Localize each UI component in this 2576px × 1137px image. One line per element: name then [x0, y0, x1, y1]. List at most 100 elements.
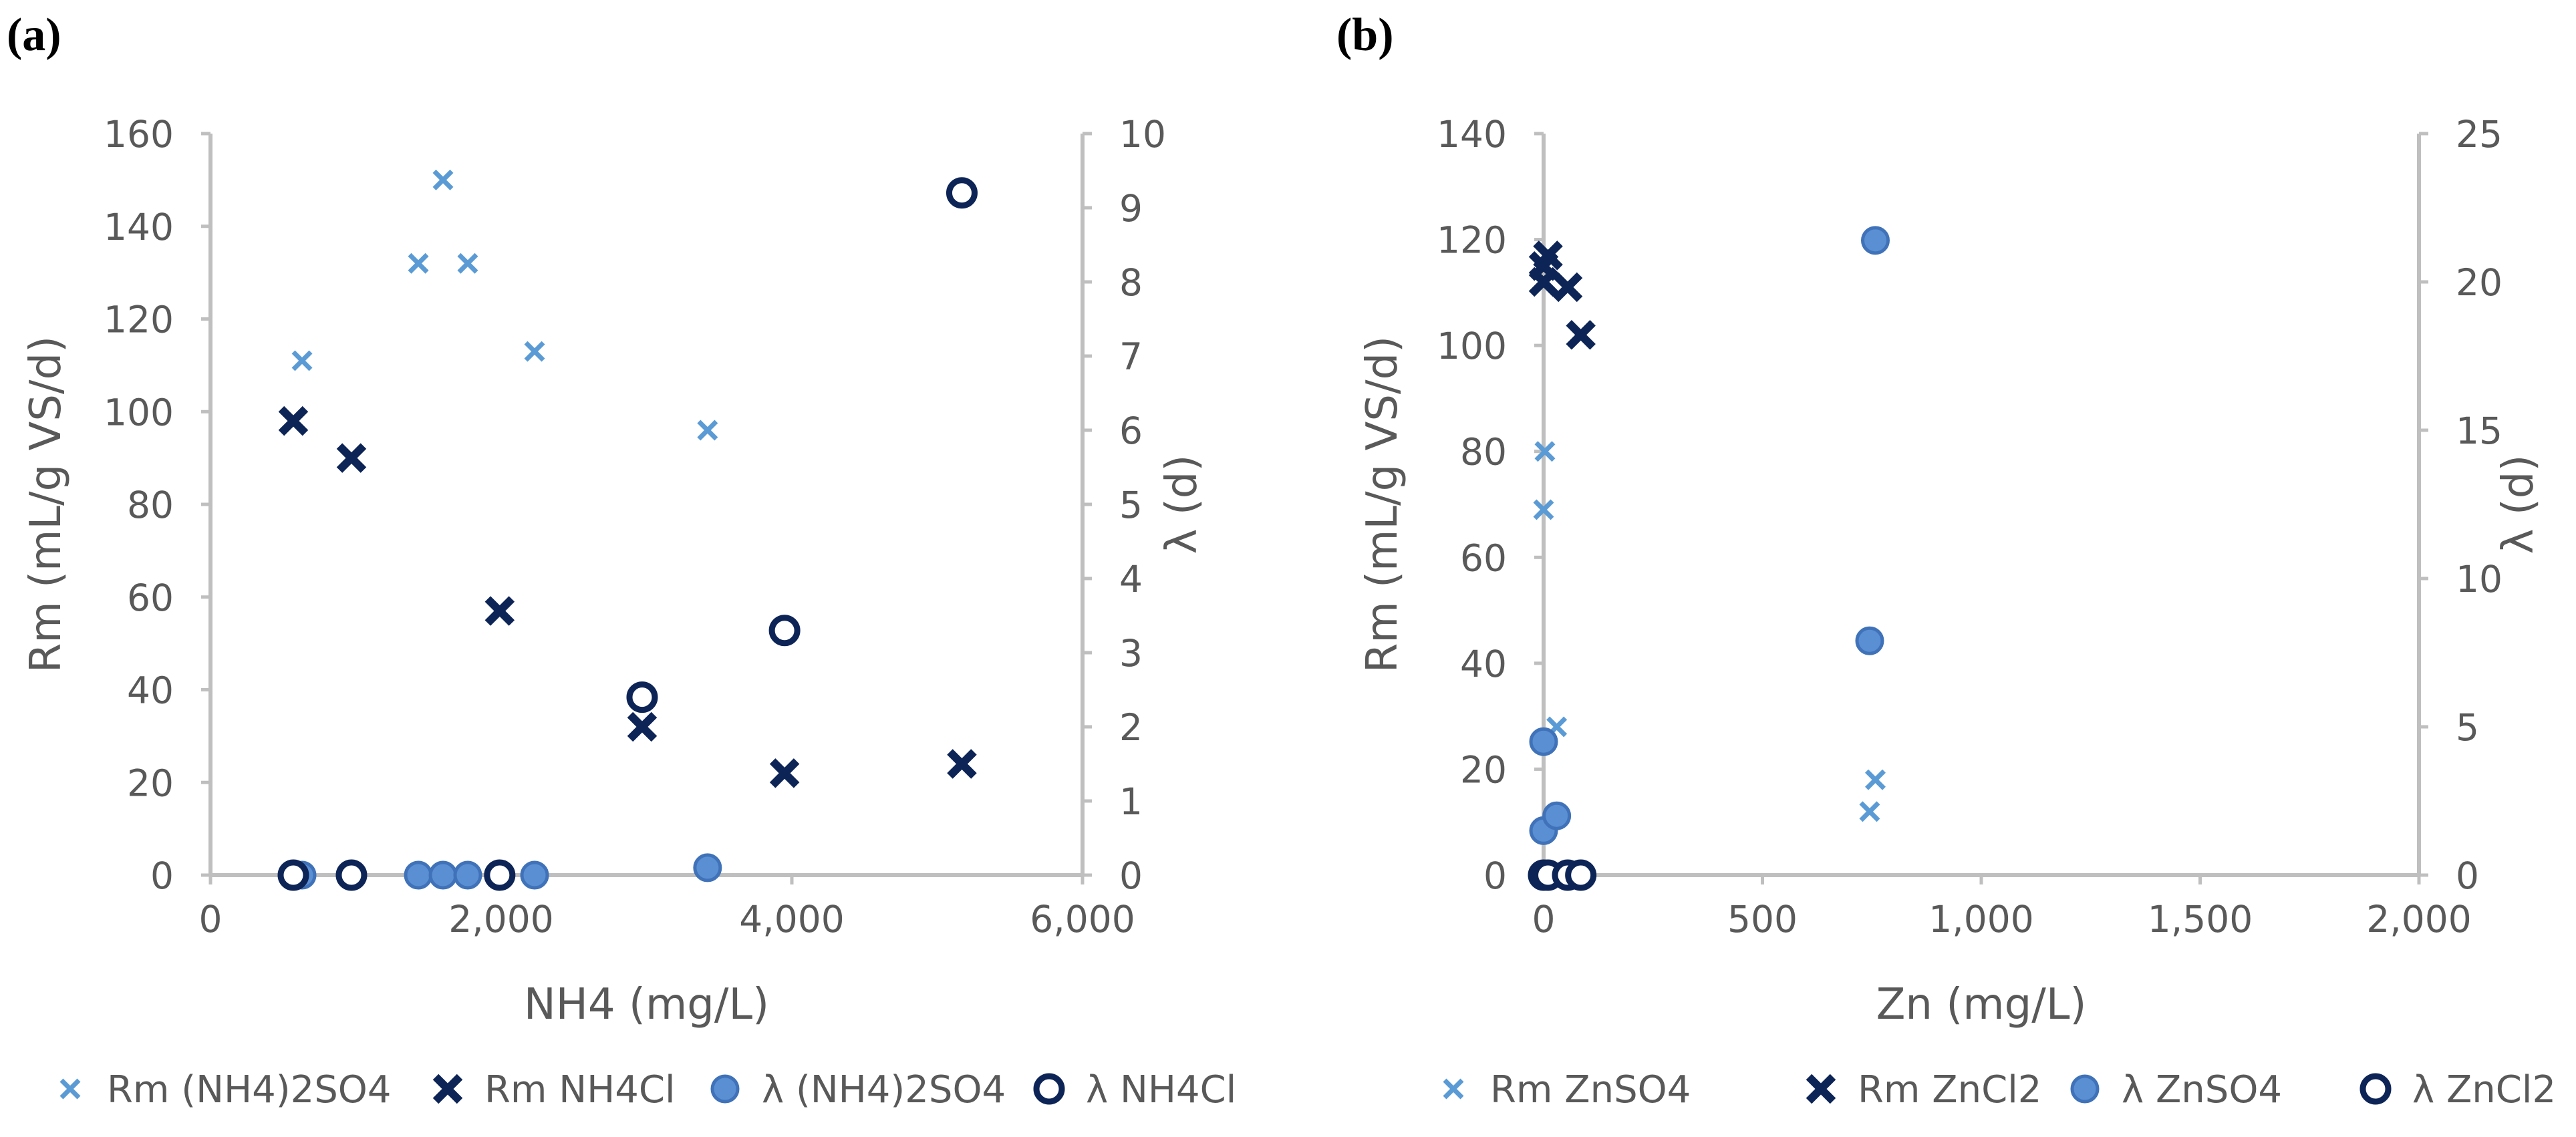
legend-label: λ NH4Cl	[1086, 1068, 1236, 1112]
data-point	[1534, 441, 1556, 462]
y2-tick-label: 25	[2456, 113, 2502, 156]
y-tick-label: 120	[1437, 219, 1507, 262]
data-point	[453, 860, 482, 890]
data-point	[946, 177, 978, 209]
data-point	[457, 253, 478, 274]
series-1	[1528, 240, 1596, 350]
series-0	[291, 169, 718, 441]
legend-marker	[432, 1074, 463, 1104]
x-tick-label: 500	[1727, 898, 1798, 941]
data-point	[335, 859, 368, 891]
data-point	[769, 758, 800, 788]
legend: Rm (NH4)2SO4 Rm NH4Cl λ (NH4)2SO4 λ NH4Cl	[59, 1068, 1236, 1112]
data-point	[278, 405, 309, 436]
x-tick-label: 1,500	[2148, 898, 2253, 941]
y2-axis-label: λ (d)	[2494, 455, 2543, 554]
series-3	[277, 177, 978, 891]
y-tick-label: 60	[1460, 536, 1507, 579]
data-point	[1542, 801, 1572, 830]
y-tick-label: 100	[1437, 325, 1507, 367]
panel-label: (a)	[7, 9, 61, 61]
y2-tick-label: 7	[1119, 335, 1143, 378]
y-tick-label: 160	[104, 113, 174, 156]
data-point	[626, 681, 658, 713]
y2-tick-label: 5	[2456, 706, 2479, 749]
legend-marker	[710, 1074, 740, 1104]
data-point	[697, 420, 718, 441]
x-tick-label: 2,000	[448, 898, 553, 941]
y-tick-label: 0	[1483, 854, 1507, 897]
data-point	[1566, 320, 1596, 350]
legend-label: Rm ZnSO4	[1490, 1068, 1691, 1112]
x-tick-label: 0	[199, 898, 223, 941]
y2-tick-label: 9	[1119, 187, 1143, 230]
y2-tick-label: 10	[1119, 113, 1166, 156]
chart-panel-0: (a)0 2,000 4,000 6,000020406080100120140160…	[7, 9, 1236, 1112]
legend-marker	[2070, 1074, 2100, 1104]
y2-tick-label: 3	[1119, 632, 1143, 675]
y-tick-label: 140	[104, 206, 174, 249]
legend-label: λ (NH4)2SO4	[762, 1068, 1006, 1112]
y2-tick-label: 4	[1119, 558, 1143, 601]
y-tick-label: 100	[104, 391, 174, 434]
legend-marker	[59, 1078, 81, 1100]
data-point	[277, 859, 309, 891]
y2-tick-label: 15	[2456, 410, 2502, 452]
series-0	[1533, 441, 1886, 822]
y2-tick-label: 0	[1119, 854, 1143, 897]
chart-panel-1: (b)0 500 1,000 1,500 2,000020406080100120140…	[1336, 9, 2556, 1112]
y2-tick-label: 2	[1119, 706, 1143, 749]
series-2	[1529, 226, 1890, 845]
data-point	[1552, 272, 1583, 303]
x-tick-label: 2,000	[2366, 898, 2471, 941]
series-3	[1528, 859, 1597, 891]
data-point	[947, 749, 977, 779]
y-tick-label: 80	[1460, 431, 1507, 474]
y-tick-label: 0	[150, 854, 174, 897]
data-point	[484, 859, 516, 891]
y-tick-label: 60	[127, 577, 174, 619]
x-axis-label: Zn (mg/L)	[1876, 980, 2087, 1029]
data-point	[1533, 499, 1554, 520]
y-axis-label: Rm (mL/g VS/d)	[1358, 336, 1407, 673]
x-tick-label: 4,000	[739, 898, 844, 941]
legend-label: λ ZnCl2	[2412, 1068, 2556, 1112]
data-point	[768, 615, 801, 647]
y-tick-label: 40	[127, 669, 174, 712]
data-point	[524, 341, 545, 362]
y2-tick-label: 5	[1119, 484, 1143, 526]
legend-marker	[2359, 1073, 2392, 1105]
data-point	[408, 253, 429, 274]
data-point	[627, 711, 658, 742]
data-point	[1865, 769, 1886, 790]
legend: Rm ZnSO4 Rm ZnCl2 λ ZnSO4 λ ZnCl2	[1443, 1068, 2556, 1112]
x-tick-label: 1,000	[1928, 898, 2033, 941]
series-1	[278, 405, 977, 788]
legend-marker	[1806, 1074, 1836, 1104]
y-tick-label: 80	[127, 484, 174, 526]
y-tick-label: 20	[127, 762, 174, 804]
data-point	[1565, 859, 1597, 891]
legend-label: λ ZnSO4	[2122, 1068, 2282, 1112]
y2-axis-label: λ (d)	[1157, 455, 1207, 554]
data-point	[336, 443, 367, 473]
data-point	[484, 596, 515, 626]
data-point	[432, 169, 454, 190]
y-tick-label: 40	[1460, 643, 1507, 685]
y-tick-label: 20	[1460, 748, 1507, 791]
x-axis-label: NH4 (mg/L)	[524, 980, 769, 1029]
legend-marker	[1033, 1073, 1065, 1105]
x-tick-label: 0	[1532, 898, 1556, 941]
y-tick-label: 140	[1437, 113, 1507, 156]
data-point	[1529, 727, 1558, 756]
x-tick-label: 6,000	[1030, 898, 1135, 941]
data-point	[520, 860, 549, 890]
y2-tick-label: 0	[2456, 854, 2479, 897]
legend-label: Rm NH4Cl	[484, 1068, 676, 1112]
y-axis-label: Rm (mL/g VS/d)	[21, 336, 71, 673]
y-tick-label: 120	[104, 299, 174, 341]
y2-tick-label: 6	[1119, 410, 1143, 452]
data-point	[428, 860, 458, 890]
y2-tick-label: 20	[2456, 261, 2502, 304]
